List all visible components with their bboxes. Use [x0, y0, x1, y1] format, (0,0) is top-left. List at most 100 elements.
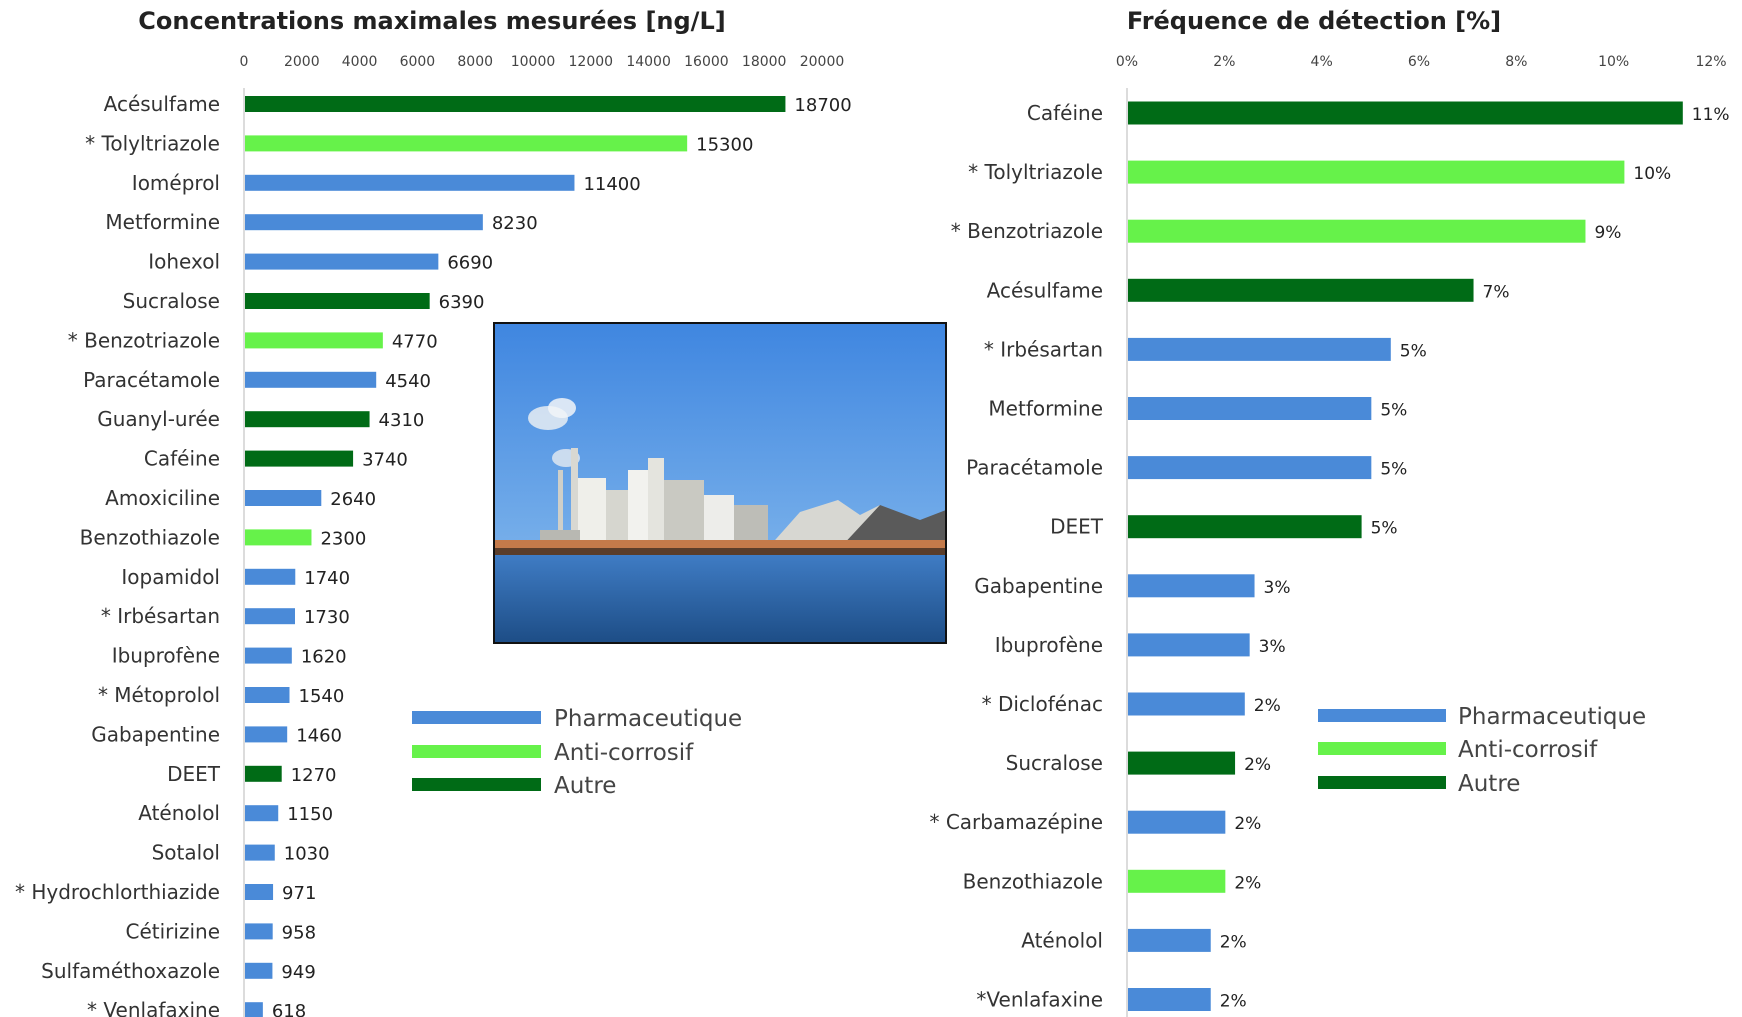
chart-right-category-label: Aténolol	[1021, 928, 1103, 952]
chart-right-value-label: 2%	[1234, 873, 1261, 893]
chart-right-category-label: DEET	[1050, 515, 1104, 539]
chart-left-category-label: Acésulfame	[104, 92, 220, 116]
chart-right-bar	[1128, 574, 1255, 597]
chart-right-category-label: * Carbamazépine	[929, 810, 1103, 834]
chart-right-value-label: 2%	[1254, 696, 1281, 716]
chart-left-tick-label: 6000	[400, 54, 436, 70]
chart-left-category-label: DEET	[167, 762, 221, 786]
chart-right-tick-label: 8%	[1505, 54, 1527, 70]
chart-left-tick-label: 14000	[626, 54, 671, 70]
chart-left-category-label: Iopamidol	[121, 565, 220, 589]
legend-label-anti-corrosif: Anti-corrosif	[554, 740, 694, 766]
chart-right-category-label: * Tolyltriazole	[968, 160, 1103, 184]
chart-right-tick-label: 12%	[1695, 54, 1726, 70]
chart-right-category-label: * Benzotriazole	[951, 219, 1103, 243]
chart-left-value-label: 618	[272, 1001, 306, 1017]
chart-left-bar	[245, 332, 383, 348]
chart-right-value-label: 3%	[1259, 637, 1286, 657]
chart-left-category-label: * Irbésartan	[101, 604, 220, 628]
chart-left-value-label: 1620	[301, 647, 347, 668]
chart-left-tick-label: 8000	[457, 54, 493, 70]
chart-right-bar	[1128, 102, 1683, 125]
legend-swatch-autre	[1318, 776, 1446, 789]
chart-left-bar	[245, 175, 574, 191]
legend-swatch-anti-corrosif	[1318, 742, 1446, 755]
chart-left-value-label: 15300	[696, 134, 753, 155]
chart-left-category-label: Sucralose	[123, 289, 220, 313]
chart-right-bar	[1128, 456, 1371, 479]
chart-right-bar	[1128, 633, 1250, 656]
chart-left-value-label: 1270	[291, 765, 337, 786]
chart-left-value-label: 18700	[794, 95, 851, 116]
chart-right-value-label: 2%	[1220, 932, 1247, 952]
chart-left-value-label: 1030	[284, 844, 330, 865]
chart-left-value-label: 971	[282, 883, 316, 904]
chart-left-bar	[245, 451, 353, 467]
chart-left-category-label: * Tolyltriazole	[85, 131, 220, 155]
chart-right-bar	[1128, 752, 1235, 775]
chart-right-category-label: *Venlafaxine	[976, 988, 1103, 1012]
chart-left-bar	[245, 766, 282, 782]
chart-right-bar	[1128, 279, 1474, 302]
chart-left-category-label: Aténolol	[138, 801, 220, 825]
chart-left-tick-label: 2000	[284, 54, 320, 70]
chart-right-category-label: Acésulfame	[987, 278, 1103, 302]
chart-left-tick-label: 20000	[800, 54, 845, 70]
chart-left-value-label: 1730	[304, 607, 350, 628]
chart-right-value-label: 11%	[1692, 105, 1730, 125]
chart-left-bar	[245, 726, 287, 742]
chart-left-category-label: * Métoprolol	[98, 683, 220, 707]
chart-left-value-label: 6690	[447, 253, 493, 274]
chart-right-category-label: Metformine	[988, 397, 1103, 421]
chart-left-category-label: Sotalol	[152, 841, 220, 865]
chart-left-bar	[245, 648, 292, 664]
chart-left-tick-label: 4000	[342, 54, 378, 70]
chart-left-category-label: Guanyl-urée	[97, 407, 220, 431]
chart-left-bar	[245, 608, 295, 624]
chart-left-category-label: Ioméprol	[132, 171, 220, 195]
chart-left-value-label: 1540	[299, 686, 345, 707]
chart-left-category-label: Caféine	[144, 447, 220, 471]
chart-right-bar	[1128, 811, 1225, 834]
chart-left-value-label: 6390	[439, 292, 485, 313]
chart-right-category-label: * Diclofénac	[982, 692, 1103, 716]
legend-label-autre: Autre	[1458, 771, 1520, 797]
chart-left-value-label: 949	[281, 962, 315, 983]
chart-right-category-label: Caféine	[1027, 101, 1103, 125]
chart-left-category-label: Gabapentine	[91, 722, 220, 746]
legend-swatch-pharmaceutique	[412, 711, 541, 724]
chart-right-bar	[1128, 870, 1225, 893]
legend-swatch-pharmaceutique	[1318, 709, 1446, 722]
chart-right-value-label: 5%	[1380, 460, 1407, 480]
chart-right-tick-label: 2%	[1213, 54, 1235, 70]
chart-right-value-label: 2%	[1234, 814, 1261, 834]
chart-left-value-label: 2640	[330, 489, 376, 510]
chart-right-value-label: 5%	[1371, 519, 1398, 539]
chart-left-bar	[245, 214, 483, 230]
chart-left-tick-label: 12000	[569, 54, 614, 70]
chart-right-category-label: Paracétamole	[966, 456, 1103, 480]
chart-right-title: Fréquence de détection [%]	[1127, 7, 1501, 35]
chart-left-value-label: 958	[282, 922, 316, 943]
industrial-harbour-photo	[494, 323, 946, 643]
chart-left-tick-label: 10000	[511, 54, 556, 70]
chart-right-bar	[1128, 515, 1362, 538]
legend-label-pharmaceutique: Pharmaceutique	[554, 706, 742, 732]
chart-left-tick-label: 16000	[684, 54, 729, 70]
chart-right-value-label: 7%	[1483, 282, 1510, 302]
chart-left-value-label: 4540	[385, 371, 431, 392]
chart-right-bar	[1128, 988, 1211, 1011]
chart-left-category-label: Sulfaméthoxazole	[41, 959, 220, 983]
chart-right-category-label: Benzothiazole	[963, 869, 1103, 893]
chart-left-bar	[245, 411, 370, 427]
chart-right-category-label: Sucralose	[1006, 751, 1103, 775]
chart-left-value-label: 8230	[492, 213, 538, 234]
legend-label-pharmaceutique: Pharmaceutique	[1458, 704, 1646, 730]
chart-left-category-label: Cétirizine	[126, 919, 220, 943]
chart-left-category-label: Ibuprofène	[112, 644, 220, 668]
chart-left-value-label: 4310	[379, 410, 425, 431]
chart-right-value-label: 5%	[1380, 401, 1407, 421]
chart-left-tick-label: 0	[240, 54, 249, 70]
chart-left-bar	[245, 805, 278, 821]
